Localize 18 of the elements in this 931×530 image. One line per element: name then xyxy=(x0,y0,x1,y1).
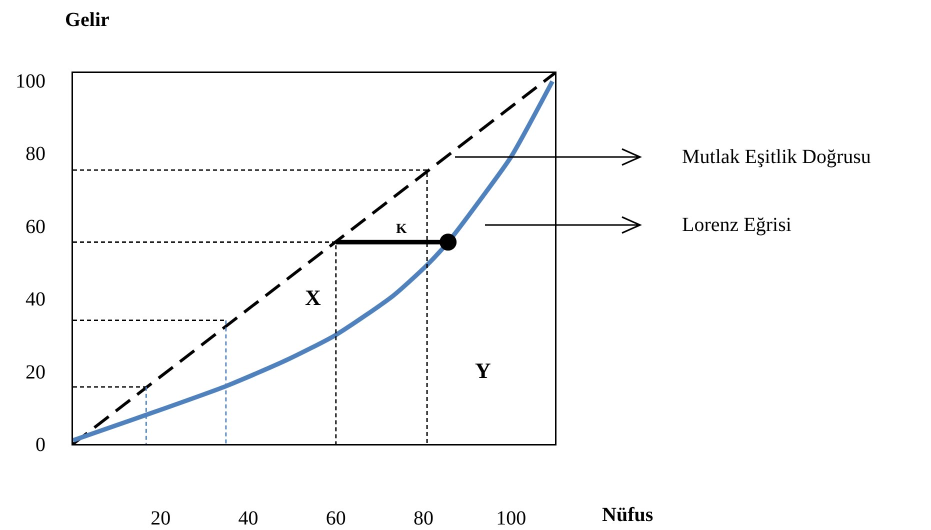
y-tick-label: 80 xyxy=(26,143,46,166)
y-tick-label: 20 xyxy=(26,361,46,384)
x-tick-label: 20 xyxy=(150,508,171,530)
x-axis-title: Nüfus xyxy=(602,504,654,526)
x-tick-label: 60 xyxy=(326,508,346,530)
y-tick-label: 0 xyxy=(36,434,46,456)
y-tick-label: 40 xyxy=(26,288,46,311)
text: Mutlak Eşitlik Doğrusu xyxy=(682,146,871,168)
annotation: K xyxy=(396,222,407,237)
y-tick-label: 60 xyxy=(26,216,46,238)
x-tick-label: 100 xyxy=(496,508,526,530)
annotation: X xyxy=(305,285,321,310)
y-tick-label: 100 xyxy=(16,70,46,92)
x-tick-label: 40 xyxy=(238,508,258,530)
text: Lorenz Eğrisi xyxy=(682,214,792,236)
x-tick-label: 80 xyxy=(414,508,434,530)
annotation: Y xyxy=(475,358,491,383)
y-axis-title: Gelir xyxy=(65,9,110,31)
